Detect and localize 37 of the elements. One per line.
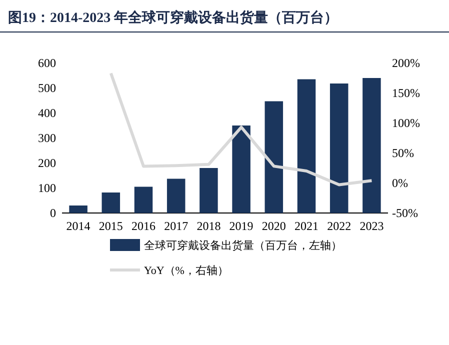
x-tick-label: 2023: [360, 219, 384, 233]
y2-tick-label: 150%: [392, 86, 420, 100]
bar: [69, 206, 88, 213]
x-tick-label: 2018: [196, 219, 221, 233]
x-tick-label: 2014: [66, 219, 90, 233]
y-tick-label: 0: [50, 206, 56, 220]
bar: [330, 84, 348, 213]
y2-tick-label: 200%: [392, 56, 420, 70]
bar: [362, 78, 381, 213]
bar: [264, 101, 284, 213]
bar: [134, 186, 153, 213]
x-tick-label: 2021: [294, 219, 318, 233]
y-tick-label: 600: [38, 56, 56, 70]
bar: [297, 79, 316, 213]
y-tick-label: 300: [38, 131, 56, 145]
y2-tick-label: -50%: [392, 206, 418, 220]
bar: [166, 178, 186, 213]
x-tick-label: 2016: [132, 219, 156, 233]
bar: [200, 168, 218, 213]
legend-label: YoY（%，右轴）: [144, 264, 228, 277]
bar: [232, 126, 250, 213]
x-tick-label: 2017: [164, 219, 188, 233]
bar: [102, 192, 120, 213]
y-tick-label: 100: [38, 181, 56, 195]
x-tick-label: 2020: [262, 219, 286, 233]
y-tick-label: 400: [38, 106, 56, 120]
y-tick-label: 200: [38, 156, 56, 170]
y2-tick-label: 50%: [392, 146, 414, 160]
y2-tick-label: 100%: [392, 116, 420, 130]
x-tick-label: 2019: [229, 219, 254, 233]
y-tick-label: 500: [38, 81, 56, 95]
x-tick-label: 2022: [327, 219, 352, 233]
chart-title: 图19：2014-2023 年全球可穿戴设备出货量（百万台）: [8, 9, 338, 26]
x-tick-label: 2015: [98, 219, 123, 233]
legend-label: 全球可穿戴设备出货量（百万台，左轴）: [144, 239, 342, 252]
line-series: [109, 72, 374, 186]
y2-tick-label: 0%: [392, 176, 408, 190]
